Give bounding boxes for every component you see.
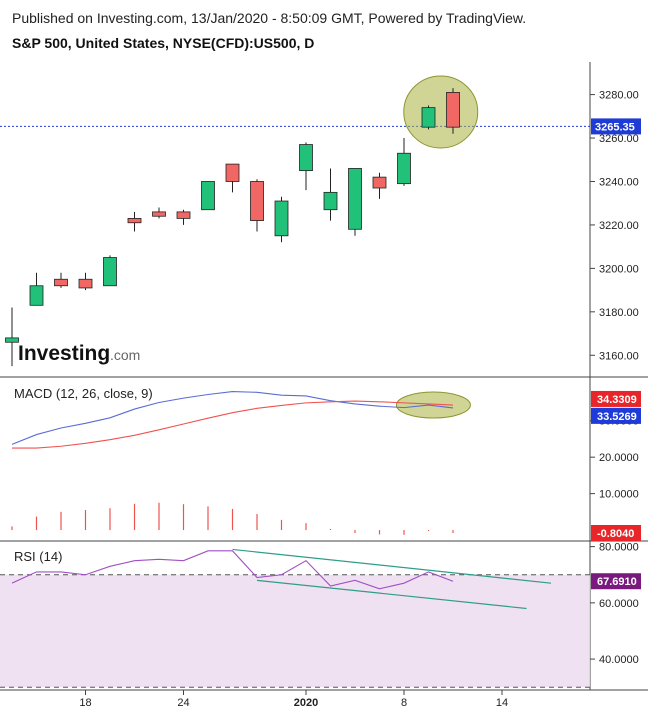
candle-body (201, 181, 215, 211)
macd-value-label: -0.8040 (597, 528, 634, 540)
candle (323, 168, 338, 221)
macd-tick-label: 10.0000 (599, 489, 639, 501)
rsi-trendline (256, 579, 527, 610)
candle (446, 88, 460, 134)
candle-body (176, 211, 191, 219)
candle (29, 272, 44, 306)
candle (103, 255, 117, 287)
candle (54, 272, 68, 288)
time-tick-label: 14 (496, 697, 508, 709)
candle (5, 307, 19, 367)
price-tick-label: 3180.00 (599, 307, 639, 319)
price-panel: 3280.00 3260.00 3240.00 3220.00 3200.00 3180.… (0, 75, 641, 367)
candle-body (78, 278, 93, 289)
time-axis: 18 24 2020 8 14 (79, 690, 508, 709)
candle (201, 181, 215, 211)
candle-body (103, 257, 117, 287)
investing-logo: Investing .com (18, 342, 140, 365)
published-caption: Published on Investing.com, 13/Jan/2020 … (12, 10, 527, 26)
candle (372, 172, 387, 199)
candle-body (274, 200, 289, 237)
rsi-band-fill (0, 574, 590, 688)
candle (225, 163, 240, 193)
macd-panel-title: MACD (12, 26, close, 9) (14, 386, 153, 401)
symbol-title: S&P 500, United States, NYSE(CFD):US500,… (12, 35, 315, 51)
candle (78, 272, 93, 291)
candle (127, 211, 142, 232)
rsi-trendline (232, 548, 552, 584)
rsi-tick-label: 80.0000 (599, 542, 639, 554)
last-price-label: 3265.35 (595, 121, 635, 133)
candle-body (323, 191, 338, 211)
macd-value-badge (591, 524, 641, 541)
rsi-value-label: 67.6910 (597, 576, 637, 588)
candle-body (372, 176, 387, 189)
candle-body (421, 107, 436, 128)
macd-value-label: 33.5269 (597, 411, 637, 423)
macd-tick-label: 20.0000 (599, 452, 639, 464)
candle (348, 168, 362, 236)
time-tick-label: 24 (177, 697, 189, 709)
logo-main: Investing (18, 342, 110, 365)
candle-body (299, 144, 313, 172)
rsi-panel-title: RSI (14) (14, 549, 62, 564)
candle (299, 142, 313, 191)
candle-body (152, 211, 166, 217)
rsi-panel: 80.0000 60.0000 40.0000 67.6910 (0, 542, 641, 688)
macd-value-label: 34.3309 (597, 394, 637, 406)
last-price-badge (591, 118, 641, 135)
candle-body (397, 152, 411, 185)
candle-body (127, 218, 142, 224)
price-tick-label: 3220.00 (599, 220, 639, 232)
price-tick-label: 3160.00 (599, 350, 639, 362)
candle-body (54, 278, 68, 287)
rsi-value-badge (591, 573, 641, 590)
candle (152, 207, 166, 219)
candle (274, 196, 289, 243)
macd-line (11, 391, 454, 445)
candle-body (29, 285, 44, 306)
candle-body (225, 163, 240, 182)
rsi-tick-label: 60.0000 (599, 598, 639, 610)
time-tick-label: 8 (401, 697, 407, 709)
time-tick-label: 2020 (294, 697, 318, 709)
macd-panel: 30.000020.000010.000034.330933.5269-0.80… (11, 390, 641, 541)
logo-suffix: .com (110, 347, 140, 363)
price-tick-label: 3260.00 (599, 133, 639, 145)
price-tick-label: 3280.00 (599, 90, 639, 102)
candle-body (348, 168, 362, 230)
rsi-tick-label: 40.0000 (599, 654, 639, 666)
candle-body (5, 337, 19, 343)
candle (250, 179, 264, 232)
time-tick-label: 18 (79, 697, 91, 709)
candle (421, 105, 436, 130)
macd-value-badge (591, 407, 641, 424)
candle-body (446, 92, 460, 128)
rsi-line (11, 550, 454, 590)
price-tick-label: 3200.00 (599, 263, 639, 275)
signal-line (12, 400, 454, 449)
macd-highlight-ellipse (395, 391, 471, 419)
price-tick-label: 3240.00 (599, 176, 639, 188)
candle-body (250, 181, 264, 221)
candle (397, 138, 411, 186)
candle (176, 209, 191, 225)
price-highlight-ellipse (403, 75, 479, 149)
macd-value-badge (591, 390, 641, 407)
